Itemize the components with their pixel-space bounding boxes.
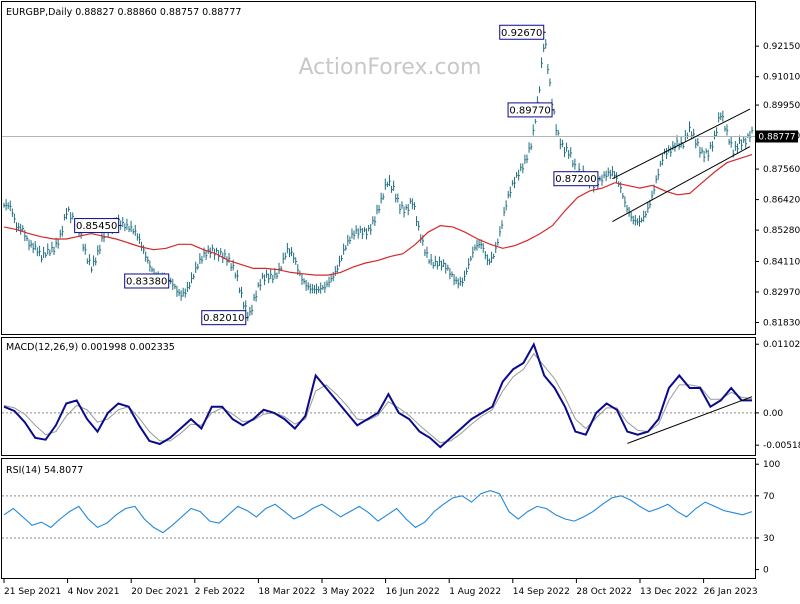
price-tick-label: 0.84110 — [763, 257, 800, 267]
date-tick-label: 1 Aug 2022 — [449, 587, 501, 597]
macd-tick-label: -0.005182 — [763, 441, 800, 451]
rsi-axis-ticks: 100 70 30 0 — [2, 460, 780, 576]
price-tick-label: 0.86420 — [763, 196, 800, 206]
annotation-label: 0.85450 — [76, 221, 117, 232]
annotation-box — [74, 218, 120, 234]
annotation-label: 0.82010 — [203, 313, 244, 324]
date-tick-label: 2 Feb 2022 — [195, 587, 245, 597]
annotation-label: 0.89770 — [509, 105, 550, 116]
price-tick-label: 0.85280 — [763, 226, 800, 236]
rsi-tick-label: 0 — [763, 566, 769, 576]
channel-line — [612, 146, 751, 222]
price-annotations: 0.92670 0.89770 0.87200 0.85450 0.83380 0.820… — [74, 24, 600, 326]
rsi-tick-label: 70 — [763, 492, 775, 502]
moving-average-line — [3, 154, 753, 276]
annotation-box — [507, 102, 553, 118]
price-tick-label: 0.87560 — [763, 165, 800, 175]
rsi-line — [3, 490, 753, 534]
current-price-tag: 0.88777 — [756, 130, 798, 143]
macd-tick-label: 0.00 — [763, 409, 783, 419]
macd-trendline — [627, 396, 753, 444]
date-axis: 21 Sep 2021 4 Nov 2021 20 Dec 2021 2 Feb 20… — [3, 579, 758, 597]
date-tick-label: 14 Sep 2022 — [513, 587, 570, 597]
macd-tick-label: 0.011023 — [763, 340, 800, 350]
rsi-tick-label: 100 — [763, 460, 780, 470]
price-tick-label: 0.89950 — [763, 101, 800, 111]
date-tick-label: 26 Jan 2023 — [704, 587, 758, 597]
annotation-box — [553, 171, 599, 187]
macd-panel-header: MACD(12,26,9) 0.001998 0.002335 — [6, 342, 175, 353]
date-tick-label: 16 Jun 2022 — [386, 587, 440, 597]
rsi-panel-header: RSI(14) 54.8077 — [6, 465, 83, 476]
price-tick-label: 0.82970 — [763, 288, 800, 298]
annotation-label: 0.92670 — [501, 28, 542, 39]
macd-line — [3, 341, 752, 449]
price-tick-label: 0.81830 — [763, 318, 800, 328]
price-channel — [612, 108, 751, 222]
date-tick-label: 18 Mar 2022 — [258, 587, 315, 597]
macd-axis-ticks: 0.011023 0.00 -0.005182 — [755, 340, 800, 451]
annotation-box — [124, 273, 170, 289]
rsi-panel-frame — [1, 458, 756, 579]
annotation-box — [201, 310, 247, 326]
current-price-value: 0.88777 — [758, 133, 795, 143]
price-tick-label: 0.92150 — [763, 42, 800, 52]
price-tick-label: 0.91010 — [763, 73, 800, 83]
channel-line — [612, 108, 751, 180]
rsi-tick-label: 30 — [763, 534, 775, 544]
date-tick-label: 20 Dec 2021 — [131, 587, 189, 597]
annotation-box — [499, 24, 545, 40]
date-tick-label: 28 Oct 2022 — [576, 587, 632, 597]
date-tick-label: 21 Sep 2021 — [4, 587, 61, 597]
date-tick-label: 3 May 2022 — [322, 587, 375, 597]
annotation-label: 0.83380 — [126, 276, 167, 287]
price-panel-frame — [1, 1, 756, 335]
macd-panel-frame — [1, 337, 756, 456]
date-tick-label: 13 Dec 2022 — [640, 587, 698, 597]
date-tick-label: 4 Nov 2021 — [68, 587, 120, 597]
price-panel-header: EURGBP,Daily 0.88827 0.88860 0.88757 0.8… — [6, 7, 241, 18]
watermark: ActionForex.com — [299, 55, 482, 80]
annotation-label: 0.87200 — [555, 174, 596, 185]
